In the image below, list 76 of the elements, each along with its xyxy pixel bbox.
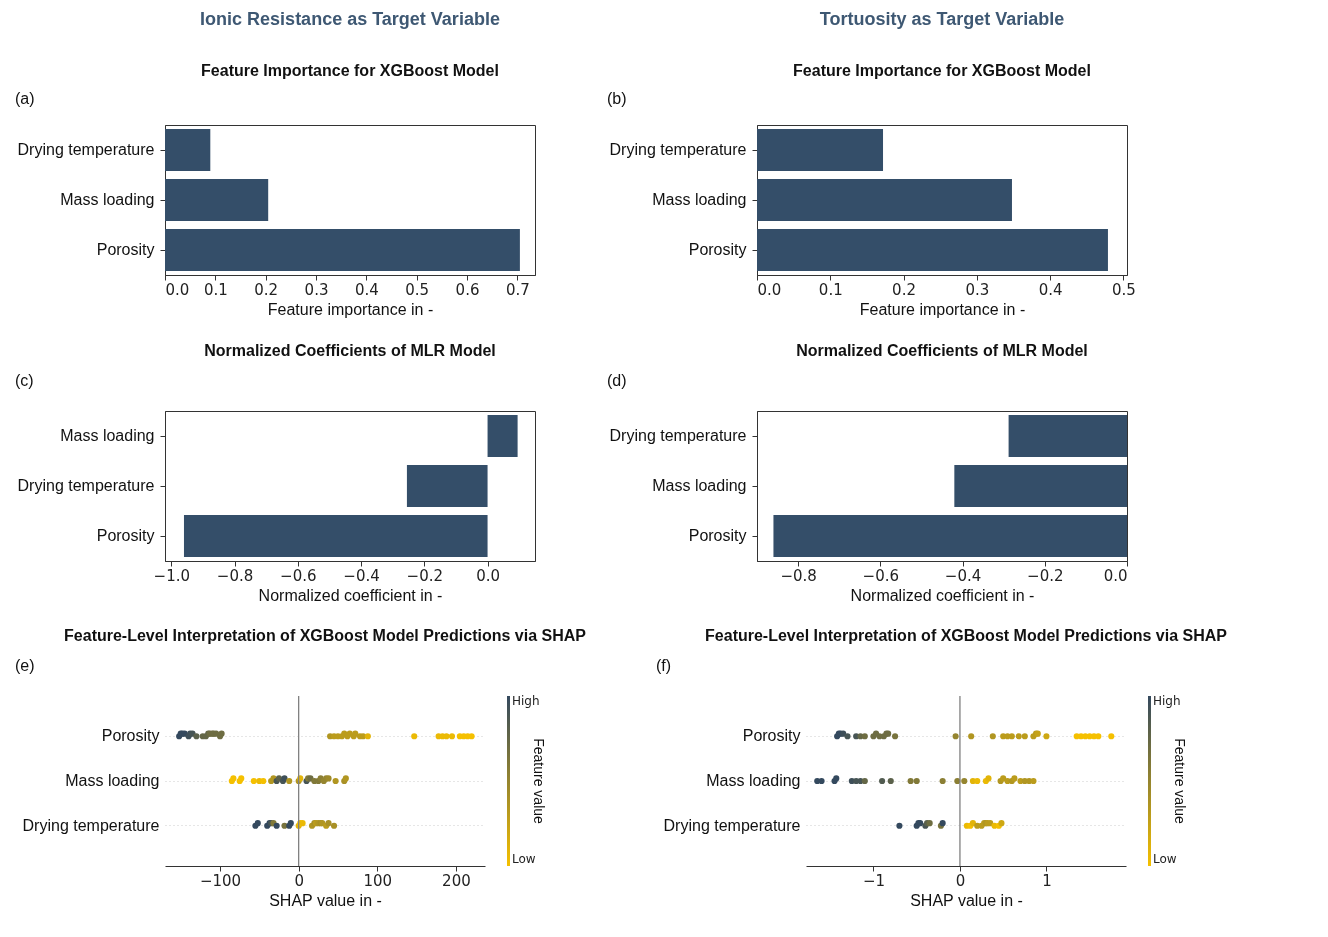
color-bar-title: Feature value <box>1172 738 1188 825</box>
x-tick-label: −0.6 <box>280 566 317 585</box>
x-axis-title: SHAP value in - <box>269 891 382 909</box>
x-tick-label: −0.8 <box>216 566 254 585</box>
y-tick-label: Drying temperature <box>17 477 155 494</box>
text: (f) <box>656 657 672 674</box>
x-tick-label: −0.2 <box>406 566 444 585</box>
chart-title: Tortuosity as Target Variable <box>819 9 1065 29</box>
x-axis-title: Feature importance in - <box>267 300 434 318</box>
x-axis-title: Normalized coefficient in - <box>850 586 1035 604</box>
y-tick-label: Drying temperature <box>17 141 155 158</box>
y-tick-label: Drying temperature <box>609 427 747 444</box>
x-tick-label: 1 <box>1042 871 1052 890</box>
x-tick-label: −0.6 <box>862 566 900 585</box>
x-tick-label: 0.1 <box>818 280 843 299</box>
text: (a) <box>15 90 35 107</box>
x-tick-label: 0.7 <box>505 280 530 299</box>
y-tick-label: Porosity <box>688 527 747 544</box>
chart-title: Normalized Coefficients of MLR Model <box>204 342 496 359</box>
y-tick-label: Mass loading <box>60 191 155 208</box>
x-tick-label: −1 <box>862 871 886 890</box>
x-tick-label: 0 <box>294 871 304 890</box>
x-axis-title: SHAP value in - <box>910 891 1023 909</box>
text: High <box>512 694 540 708</box>
x-tick-label: −1.0 <box>153 566 191 585</box>
y-tick-label: Porosity <box>96 527 155 544</box>
y-tick-label: Mass loading <box>706 772 801 789</box>
x-axis-title: Normalized coefficient in - <box>258 586 443 604</box>
text: Low <box>1153 852 1177 866</box>
y-tick-label: Drying temperature <box>22 816 160 834</box>
y-tick-label: Mass loading <box>652 477 747 494</box>
text: Low <box>512 852 536 866</box>
y-tick-label: Mass loading <box>65 772 160 789</box>
x-tick-label: 0.0 <box>1103 566 1128 585</box>
x-tick-label: −0.4 <box>944 566 982 585</box>
y-tick-label: Porosity <box>742 727 801 745</box>
x-tick-label: 200 <box>442 871 471 890</box>
chart-subtitle: Feature Importance for XGBoost Model <box>793 62 1091 79</box>
x-tick-label: 0.4 <box>1038 280 1063 299</box>
x-tick-label: −0.4 <box>343 566 380 585</box>
x-tick-label: 100 <box>363 871 393 890</box>
x-tick-label: 0.0 <box>476 566 500 585</box>
x-tick-label: 0.2 <box>254 280 279 299</box>
x-tick-label: 0.3 <box>965 280 990 299</box>
text: (c) <box>15 372 34 389</box>
x-tick-label: 0.0 <box>757 280 782 299</box>
x-tick-label: 0 <box>955 871 966 890</box>
text: High <box>1153 694 1181 708</box>
x-tick-label: −100 <box>199 871 242 890</box>
y-tick-label: Mass loading <box>60 427 155 444</box>
chart-title: Feature-Level Interpretation of XGBoost Model Predictions via SHAP <box>705 627 1228 644</box>
y-tick-label: Porosity <box>96 241 155 258</box>
x-tick-label: 0.5 <box>405 280 430 299</box>
color-bar-title: Feature value <box>531 738 547 825</box>
chart-title: Feature-Level Interpretation of XGBoost Model Predictions via SHAP <box>64 627 587 644</box>
x-axis-title: Feature importance in - <box>859 300 1026 318</box>
x-tick-label: 0.2 <box>892 280 916 299</box>
x-tick-label: 0.5 <box>1111 280 1136 299</box>
text: (e) <box>15 657 35 674</box>
x-tick-label: 0.4 <box>354 280 379 299</box>
y-tick-label: Porosity <box>101 727 160 745</box>
x-tick-label: −0.8 <box>780 566 817 585</box>
y-tick-label: Mass loading <box>652 191 747 208</box>
y-tick-label: Drying temperature <box>609 141 747 158</box>
x-tick-label: 0.3 <box>304 280 329 299</box>
x-tick-label: 0.6 <box>455 280 480 299</box>
y-tick-label: Porosity <box>688 241 747 258</box>
x-tick-label: −0.2 <box>1027 566 1064 585</box>
chart-title: Normalized Coefficients of MLR Model <box>796 342 1088 359</box>
x-tick-label: 0.0 <box>165 280 190 299</box>
y-tick-label: Drying temperature <box>663 816 801 834</box>
chart-title: Ionic Resistance as Target Variable <box>200 9 500 29</box>
x-tick-label: 0.1 <box>203 280 228 299</box>
text: (b) <box>607 90 627 107</box>
chart-subtitle: Feature Importance for XGBoost Model <box>201 62 499 79</box>
text: (d) <box>607 372 627 389</box>
